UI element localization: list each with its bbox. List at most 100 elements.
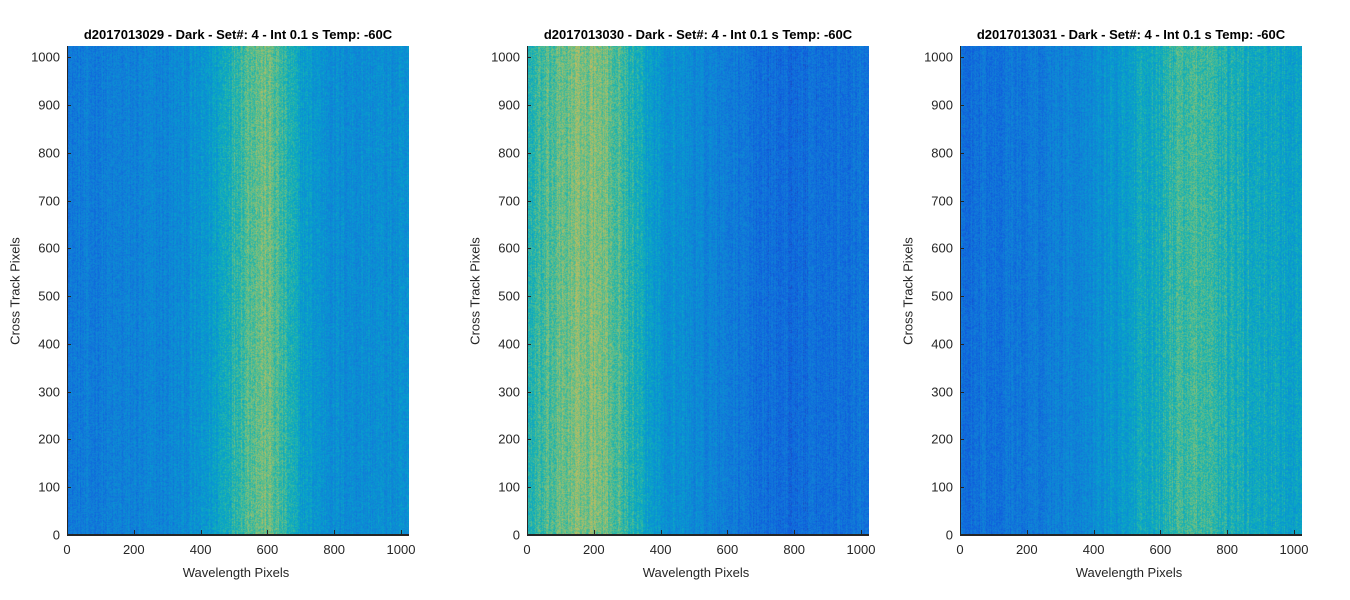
- x-tick-label: 1000: [1279, 542, 1309, 557]
- x-tick-label: 1000: [846, 542, 876, 557]
- y-tick-label: 500: [931, 288, 953, 304]
- y-tick-mark: [960, 200, 964, 202]
- x-axis-line: [527, 534, 869, 536]
- x-tick-mark: [67, 530, 68, 534]
- y-tick-label: 200: [498, 431, 520, 447]
- y-tick-label: 400: [498, 336, 520, 352]
- y-tick-mark: [960, 391, 964, 393]
- x-tick-label: 200: [582, 542, 605, 557]
- y-tick-label: 600: [498, 240, 520, 256]
- x-tick-mark: [267, 530, 269, 534]
- y-tick-label: 700: [931, 193, 953, 209]
- y-tick-mark: [527, 152, 531, 154]
- y-axis-line: [527, 46, 528, 535]
- y-tick-mark: [527, 248, 531, 250]
- x-tick-label: 800: [783, 542, 806, 557]
- y-tick-mark: [67, 391, 71, 393]
- y-tick-label: 100: [931, 479, 953, 495]
- y-tick-label: 200: [38, 431, 60, 447]
- x-tick-label: 0: [523, 542, 531, 557]
- y-tick-mark: [527, 57, 531, 59]
- y-tick-label: 600: [931, 240, 953, 256]
- x-tick-mark: [527, 530, 528, 534]
- y-tick-label: 400: [38, 336, 60, 352]
- y-tick-mark: [67, 343, 71, 345]
- heatmap-canvas: [527, 46, 869, 535]
- y-axis-label: Cross Track Pixels: [900, 236, 916, 345]
- y-tick-mark: [67, 248, 71, 250]
- y-tick-mark: [527, 200, 531, 202]
- y-tick-label: 600: [38, 240, 60, 256]
- y-tick-mark: [527, 391, 531, 393]
- x-tick-label: 0: [63, 542, 71, 557]
- y-tick-mark: [527, 296, 531, 298]
- y-axis-line: [67, 46, 68, 535]
- chart-title: d2017013029 - Dark - Set#: 4 - Int 0.1 s…: [83, 27, 393, 42]
- x-tick-label: 400: [649, 542, 672, 557]
- x-axis-label: Wavelength Pixels: [182, 565, 290, 580]
- y-tick-mark: [67, 105, 71, 107]
- y-tick-label: 900: [38, 97, 60, 113]
- x-tick-label: 200: [1015, 542, 1038, 557]
- heatmap-image: [527, 46, 869, 535]
- y-tick-mark: [527, 439, 531, 441]
- y-tick-mark: [527, 343, 531, 345]
- x-tick-mark: [660, 530, 662, 534]
- x-tick-label: 800: [323, 542, 346, 557]
- y-tick-mark: [960, 439, 964, 441]
- y-tick-mark: [67, 296, 71, 298]
- y-tick-label: 400: [931, 336, 953, 352]
- x-tick-label: 0: [956, 542, 964, 557]
- x-tick-mark: [200, 530, 202, 534]
- heatmap-image: [960, 46, 1302, 535]
- y-axis-line: [960, 46, 961, 535]
- y-tick-mark: [67, 152, 71, 154]
- x-tick-mark: [334, 530, 336, 534]
- y-tick-label: 700: [498, 193, 520, 209]
- y-tick-mark: [960, 105, 964, 107]
- chart-title: d2017013030 - Dark - Set#: 4 - Int 0.1 s…: [543, 27, 853, 42]
- y-tick-mark: [67, 535, 71, 536]
- x-tick-label: 200: [122, 542, 145, 557]
- y-tick-label: 500: [38, 288, 60, 304]
- y-tick-label: 300: [38, 384, 60, 400]
- y-tick-label: 800: [931, 145, 953, 161]
- y-tick-label: 700: [38, 193, 60, 209]
- y-tick-mark: [960, 343, 964, 345]
- x-tick-label: 400: [1082, 542, 1105, 557]
- x-tick-mark: [1160, 530, 1162, 534]
- y-tick-label: 500: [498, 288, 520, 304]
- y-tick-mark: [527, 487, 531, 489]
- x-axis-label: Wavelength Pixels: [642, 565, 750, 580]
- y-tick-label: 200: [931, 431, 953, 447]
- x-tick-label: 400: [189, 542, 212, 557]
- y-tick-label: 900: [931, 97, 953, 113]
- heatmap-canvas: [67, 46, 409, 535]
- y-tick-mark: [67, 487, 71, 489]
- y-tick-mark: [527, 535, 531, 536]
- y-tick-label: 1000: [491, 49, 520, 65]
- y-tick-mark: [960, 535, 964, 536]
- y-tick-mark: [960, 248, 964, 250]
- y-tick-label: 1000: [31, 49, 60, 65]
- heatmap-image: [67, 46, 409, 535]
- x-tick-mark: [794, 530, 796, 534]
- y-tick-mark: [67, 200, 71, 202]
- y-tick-label: 900: [498, 97, 520, 113]
- x-tick-mark: [400, 530, 402, 534]
- x-tick-mark: [860, 530, 862, 534]
- y-tick-label: 300: [498, 384, 520, 400]
- x-tick-label: 600: [256, 542, 279, 557]
- y-tick-label: 300: [931, 384, 953, 400]
- x-tick-label: 600: [716, 542, 739, 557]
- x-axis-line: [67, 534, 409, 536]
- x-axis-line: [960, 534, 1302, 536]
- y-tick-label: 0: [945, 527, 953, 543]
- chart-title: d2017013031 - Dark - Set#: 4 - Int 0.1 s…: [976, 27, 1286, 42]
- x-tick-mark: [133, 530, 135, 534]
- x-axis-label: Wavelength Pixels: [1075, 565, 1183, 580]
- y-tick-mark: [960, 487, 964, 489]
